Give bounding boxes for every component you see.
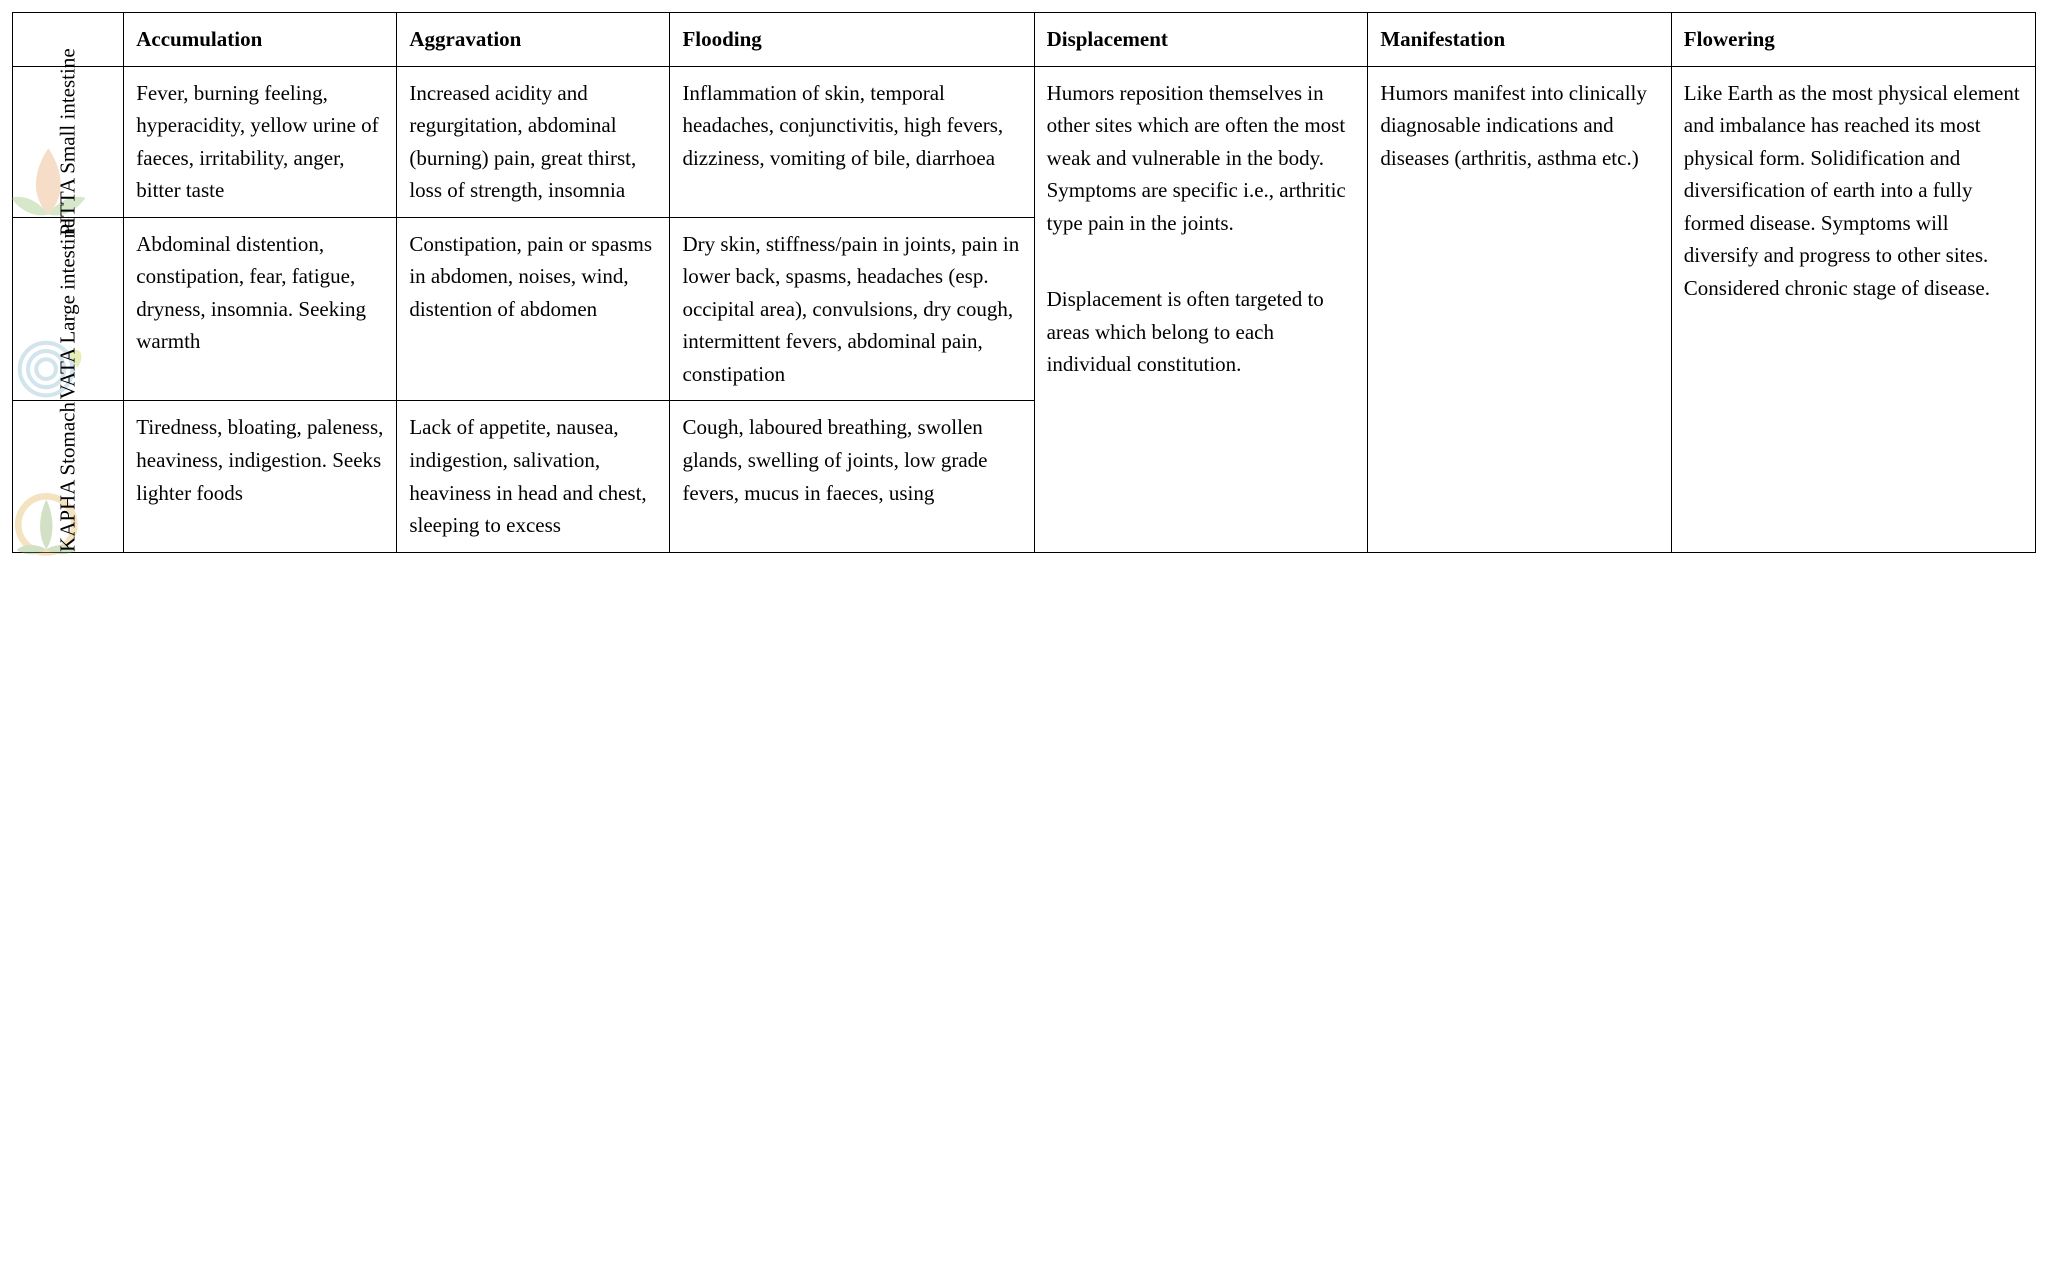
cell-merged-displacement: Humors reposition themselves in other si… [1034,66,1368,552]
header-manifestation: Manifestation [1368,13,1671,67]
header-flooding: Flooding [670,13,1034,67]
rowlabel-organ: Small intestine [56,48,80,173]
header-aggravation: Aggravation [397,13,670,67]
cell-pitta-aggravation: Increased acidity and regurgitation, abd… [397,66,670,217]
cell-vata-aggravation: Constipation, pain or spasms in abdomen,… [397,217,670,401]
header-flowering: Flowering [1671,13,2035,67]
rowlabel-dosha: KAPHA [56,480,80,551]
cell-pitta-flooding: Inflammation of skin, temporal headaches… [670,66,1034,217]
rowlabel-dosha: VATA [56,349,80,399]
cell-pitta-accumulation: Fever, burning feeling, hyperacidity, ye… [124,66,397,217]
rowlabel-kapha: KAPHA Stomach [13,401,124,552]
cell-vata-accumulation: Abdominal distention, constipation, fear… [124,217,397,401]
header-accumulation: Accumulation [124,13,397,67]
cell-merged-manifestation: Humors manifest into clinically diagnosa… [1368,66,1671,552]
cell-merged-flowering: Like Earth as the most physical element … [1671,66,2035,552]
rowlabel-organ: Stomach [56,402,80,476]
cell-kapha-aggravation: Lack of appetite, nausea, indigestion, s… [397,401,670,552]
rowlabel-organ: Large intestine [56,219,80,344]
header-displacement: Displacement [1034,13,1368,67]
displacement-paragraph-2: Displacement is often targeted to areas … [1047,287,1324,376]
cell-kapha-accumulation: Tiredness, bloating, paleness, heaviness… [124,401,397,552]
cell-kapha-flooding: Cough, laboured breathing, swollen gland… [670,401,1034,552]
table-header-row: Accumulation Aggravation Flooding Displa… [13,13,2036,67]
cell-vata-flooding: Dry skin, stiffness/pain in joints, pain… [670,217,1034,401]
displacement-paragraph-1: Humors reposition themselves in other si… [1047,81,1346,235]
rowlabel-vata: VATA Large intestine [13,217,124,401]
table-row: PITTA Small intestine Fever, burning fee… [13,66,2036,217]
rowlabel-pitta: PITTA Small intestine [13,66,124,217]
dosha-stages-table: Accumulation Aggravation Flooding Displa… [12,12,2036,553]
